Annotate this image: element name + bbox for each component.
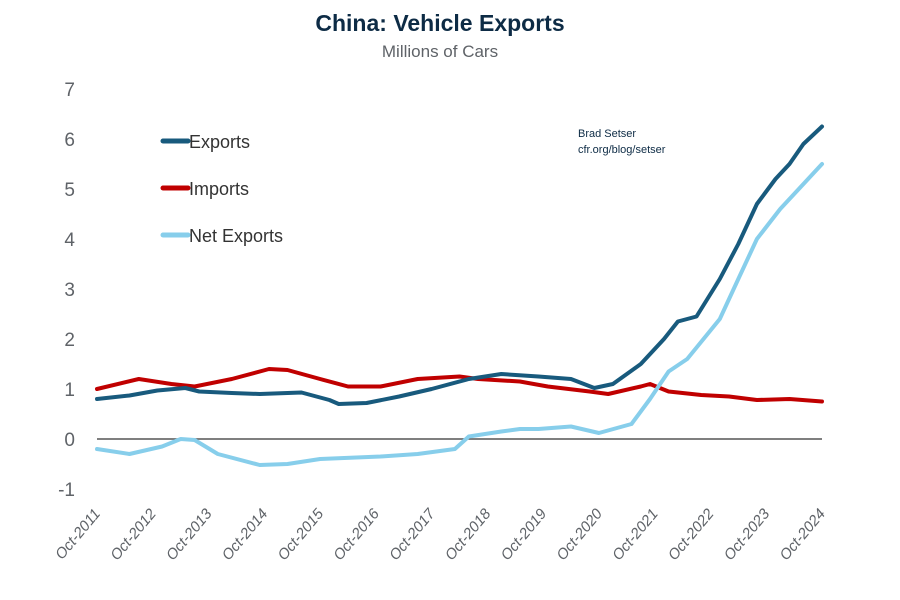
x-tick-label: Oct-2015 xyxy=(274,505,327,564)
y-tick-label: 6 xyxy=(64,130,75,151)
x-tick-label: Oct-2012 xyxy=(107,505,160,564)
series-line-exports xyxy=(95,124,824,406)
series-line-imports xyxy=(95,367,824,404)
x-tick-label: Oct-2020 xyxy=(553,505,606,564)
y-tick-label: 7 xyxy=(64,80,75,101)
x-tick-label: Oct-2017 xyxy=(386,505,439,564)
x-tick-label: Oct-2019 xyxy=(498,505,551,564)
x-tick-label: Oct-2022 xyxy=(665,505,718,564)
x-tick-label: Oct-2016 xyxy=(330,505,383,564)
legend-label: Imports xyxy=(189,179,249,199)
chart-subtitle: Millions of Cars xyxy=(381,42,499,61)
x-tick-label: Oct-2011 xyxy=(52,506,104,563)
y-tick-label: 1 xyxy=(64,380,75,401)
x-tick-label: Oct-2013 xyxy=(163,505,216,564)
x-tick-label: Oct-2014 xyxy=(219,506,272,564)
annotation-url: cfr.org/blog/setser xyxy=(578,144,666,156)
legend-label: Net Exports xyxy=(189,226,283,246)
y-tick-label: 3 xyxy=(64,280,75,301)
legend-label: Exports xyxy=(189,132,250,152)
x-tick-label: Oct-2024 xyxy=(776,506,829,564)
y-tick-label: 2 xyxy=(64,330,75,351)
x-tick-label: Oct-2023 xyxy=(721,505,774,564)
annotation-author: Brad Setser xyxy=(578,128,636,140)
series-line-net-exports xyxy=(95,162,824,467)
y-tick-label: -1 xyxy=(58,480,75,501)
chart-title: China: Vehicle Exports xyxy=(315,10,565,36)
y-tick-label: 0 xyxy=(64,430,75,451)
x-tick-label: Oct-2018 xyxy=(442,505,495,564)
y-tick-label: 5 xyxy=(64,180,75,201)
y-tick-label: 4 xyxy=(64,230,75,251)
x-tick-label: Oct-2021 xyxy=(609,506,662,564)
